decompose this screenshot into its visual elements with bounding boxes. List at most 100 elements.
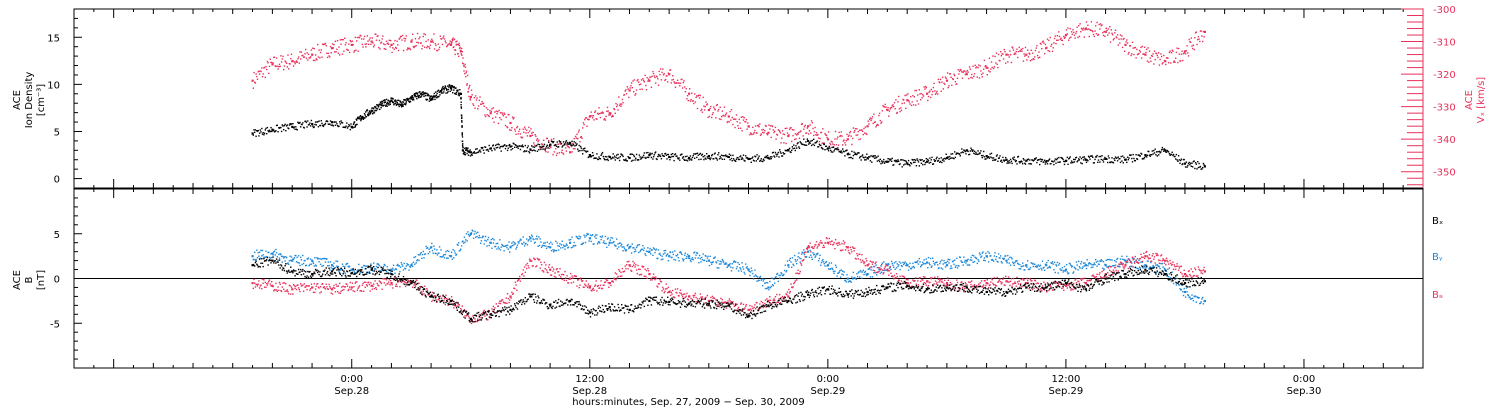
- top-density-series-point: [728, 156, 730, 158]
- top-density-series-dot: [467, 147, 468, 148]
- top-density-series-dot: [527, 147, 528, 148]
- top-density-series-dot: [323, 126, 324, 127]
- top-velocity-series-dot: [329, 56, 330, 57]
- top-density-series-dot: [703, 159, 704, 160]
- top-density-series-dot: [920, 160, 921, 161]
- bottom-by-series-dot: [787, 260, 788, 261]
- bottom-by-series-dot: [906, 263, 907, 264]
- top-velocity-series-dot: [1002, 53, 1003, 54]
- top-density-series-dot: [365, 114, 366, 115]
- bottom-by-series-dot: [974, 261, 975, 262]
- top-density-series-dot: [873, 155, 874, 156]
- bottom-by-series-dot: [833, 271, 834, 272]
- top-density-series-dot: [491, 147, 492, 148]
- top-velocity-series-dot: [1142, 46, 1143, 47]
- top-velocity-series-dot: [1191, 45, 1192, 46]
- bottom-by-series-dot: [588, 233, 589, 234]
- bottom-by-series-dot: [744, 273, 745, 274]
- bottom-bz-series-dot: [292, 293, 293, 294]
- top-density-series-dot: [1162, 147, 1163, 148]
- top-density-series-dot: [1016, 160, 1017, 161]
- bottom-by-series-dot: [890, 269, 891, 270]
- bottom-by-series-point: [648, 251, 650, 253]
- top-density-series-dot: [558, 146, 559, 147]
- bottom-bz-series-dot: [605, 279, 606, 280]
- top-density-series-dot: [393, 98, 394, 99]
- top-density-series-dot: [1128, 157, 1129, 158]
- top-density-series-dot: [782, 155, 783, 156]
- top-density-series-dot: [553, 141, 554, 142]
- bottom-by-series-dot: [944, 262, 945, 263]
- top-velocity-series-dot: [563, 153, 564, 154]
- top-density-series-dot: [723, 155, 724, 156]
- bottom-by-series-dot: [664, 250, 665, 251]
- bottom-bz-series-dot: [614, 279, 615, 280]
- top-velocity-series-dot: [423, 36, 424, 37]
- top-density-series-dot: [719, 158, 720, 159]
- bottom-by-series-dot: [836, 267, 837, 268]
- bottom-by-series-dot: [1062, 267, 1063, 268]
- top-velocity-series-dot: [569, 147, 570, 148]
- bottom-by-series-dot: [1201, 298, 1202, 299]
- top-density-series-dot: [1147, 155, 1148, 156]
- bottom-by-series-dot: [594, 236, 595, 237]
- top-velocity-series-dot: [1186, 45, 1187, 46]
- bottom-by-series-dot: [1000, 255, 1001, 256]
- top-density-series-dot: [928, 160, 929, 161]
- bottom-bz-series-dot: [559, 268, 560, 269]
- bottom-bz-series-point: [252, 282, 254, 284]
- bottom-by-series-dot: [726, 263, 727, 264]
- top-density-series-dot: [405, 100, 406, 101]
- bottom-by-series-dot: [515, 248, 516, 249]
- top-density-series-dot: [386, 99, 387, 100]
- top-velocity-series-dot: [463, 63, 464, 64]
- top-density-series-dot: [415, 95, 416, 96]
- bottom-by-series-dot: [779, 277, 780, 278]
- top-density-series-dot: [909, 165, 910, 166]
- top-velocity-series-dot: [955, 81, 956, 82]
- bottom-by-series-dot: [595, 234, 596, 235]
- top-velocity-series-dot: [583, 122, 584, 123]
- top-density-series-dot: [593, 155, 594, 156]
- bottom-by-series-dot: [486, 240, 487, 241]
- bottom-by-series-dot: [358, 264, 359, 265]
- bottom-by-series-dot: [756, 281, 757, 282]
- bottom-by-series-dot: [461, 245, 462, 246]
- top-density-series-dot: [717, 154, 718, 155]
- bottom-by-series-dot: [1078, 261, 1079, 262]
- top-velocity-series-dot: [1202, 41, 1203, 42]
- bottom-by-series-dot: [958, 265, 959, 266]
- bottom-bz-series-dot: [289, 285, 290, 286]
- bottom-by-series-dot: [676, 255, 677, 256]
- top-velocity-series-dot: [1058, 31, 1059, 32]
- bottom-by-series-dot: [489, 245, 490, 246]
- top-density-series-dot: [1069, 158, 1070, 159]
- bottom-by-series-dot: [687, 254, 688, 255]
- bottom-by-series-dot: [904, 261, 905, 262]
- top-velocity-series-dot: [1069, 38, 1070, 39]
- bottom-by-series-dot: [846, 281, 847, 282]
- top-velocity-series-dot: [989, 58, 990, 59]
- top-density-series-dot: [567, 142, 568, 143]
- bottom-by-series-dot: [333, 266, 334, 267]
- bottom-by-series-dot: [1134, 261, 1135, 262]
- bottom-by-series-dot: [1057, 262, 1058, 263]
- top-velocity-series-dot: [1019, 47, 1020, 48]
- bottom-bz-series-dot: [599, 287, 600, 288]
- bottom-by-series-dot: [265, 256, 266, 257]
- top-density-series-dot: [851, 151, 852, 152]
- bottom-by-series-dot: [601, 237, 602, 238]
- top-density-series-dot: [950, 153, 951, 154]
- bottom-bz-series-dot: [346, 284, 347, 285]
- top-density-series-dot: [380, 107, 381, 108]
- top-density-series-dot: [488, 151, 489, 152]
- top-density-series-dot: [348, 124, 349, 125]
- bottom-bz-series-dot: [487, 319, 488, 320]
- top-velocity-series-dot: [720, 119, 721, 120]
- bottom-bz-series-dot: [541, 264, 542, 265]
- top-density-series-dot: [1081, 158, 1082, 159]
- top-velocity-series-dot: [1109, 26, 1110, 27]
- bottom-by-series-dot: [532, 236, 533, 237]
- top-velocity-series-dot: [620, 103, 621, 104]
- bottom-by-series-dot: [1072, 266, 1073, 267]
